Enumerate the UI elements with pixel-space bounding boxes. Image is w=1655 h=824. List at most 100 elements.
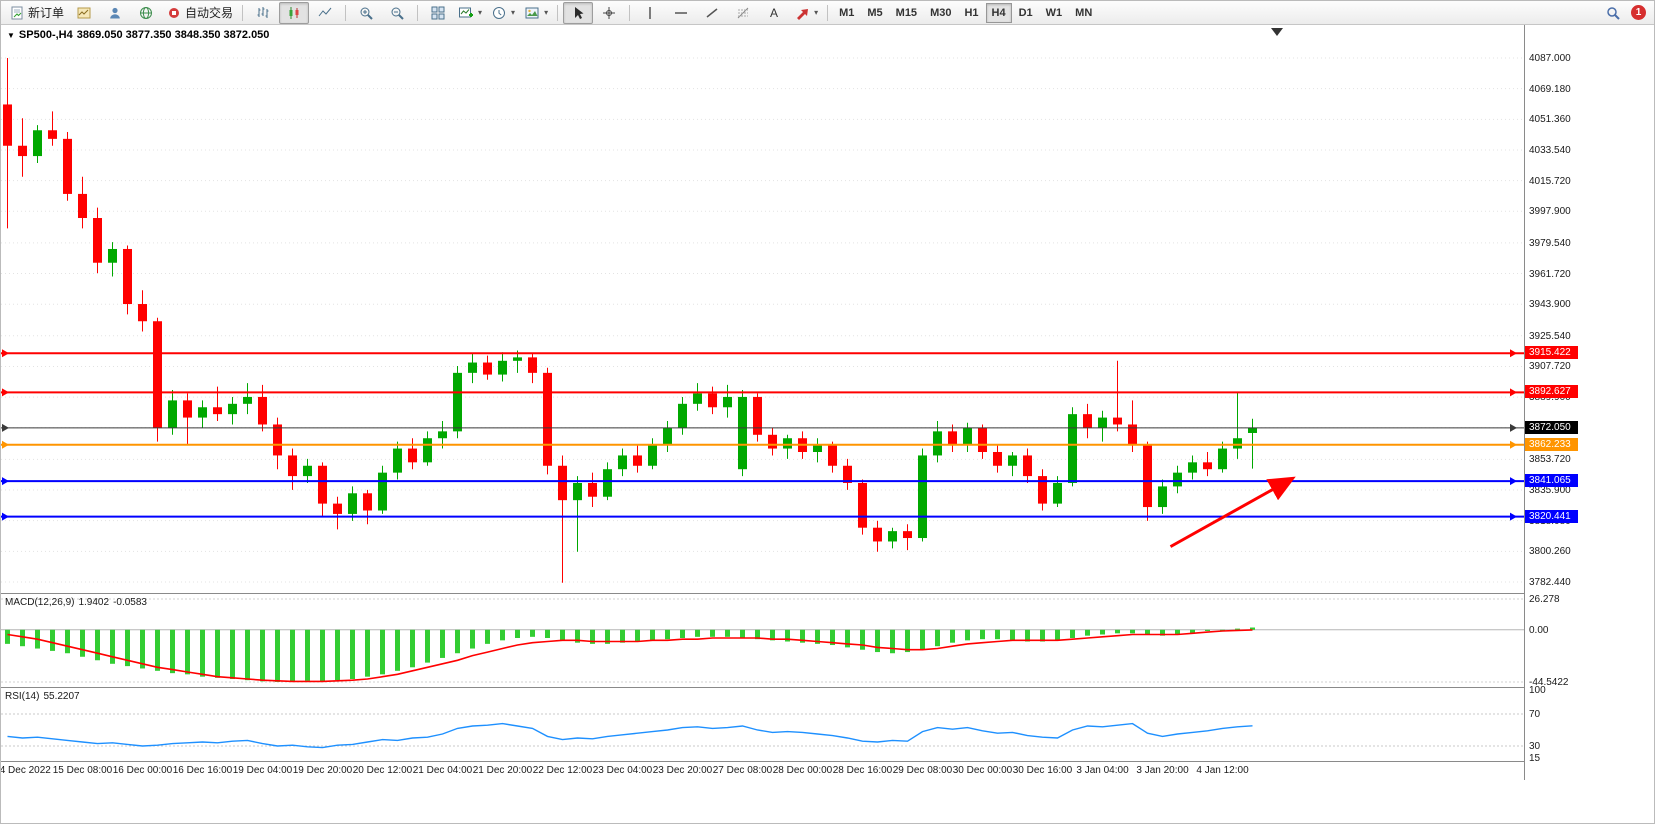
price-level-tag: 3862.233 <box>1525 437 1578 451</box>
globe-icon <box>140 6 153 19</box>
macd-histogram-bar <box>665 629 670 640</box>
cursor-button[interactable] <box>563 1 594 24</box>
candle-body <box>1038 476 1047 504</box>
time-axis-label: 23 Dec 20:00 <box>652 765 713 776</box>
macd-histogram-bar <box>380 629 385 675</box>
line-chart-button[interactable] <box>310 2 340 24</box>
macd-histogram-bar <box>710 629 715 637</box>
panel-separator[interactable] <box>1 687 1654 688</box>
horizontal-line-button[interactable] <box>666 2 696 24</box>
timeframe-m15-button[interactable]: M15 <box>895 6 918 19</box>
timeframe-h1-button[interactable]: H1 <box>964 6 979 19</box>
macd-histogram-bar <box>755 629 760 640</box>
line-left-marker <box>2 477 9 486</box>
crosshair-button[interactable] <box>594 2 624 24</box>
accounts-button[interactable] <box>100 2 130 24</box>
toolbar-separator <box>557 4 559 21</box>
time-axis-label: 21 Dec 04:00 <box>412 765 473 776</box>
trend-arrow[interactable] <box>1169 476 1296 548</box>
timeframe-m30-button[interactable]: M30 <box>930 6 952 19</box>
bars-chart-button[interactable] <box>248 2 278 24</box>
timeframe-mn-button[interactable]: MN <box>1075 6 1093 19</box>
candle-body <box>468 362 477 373</box>
zoom-in-icon <box>360 7 373 20</box>
candle-body <box>318 465 327 504</box>
line-right-marker <box>1510 440 1517 449</box>
indicators-button[interactable]: ▾ <box>454 2 486 24</box>
chart-symbol-period: SP500-,H4 <box>18 29 73 41</box>
candle-body <box>888 531 897 542</box>
new-order-button[interactable]: 新订单 <box>5 2 68 24</box>
candle-body <box>78 193 87 219</box>
price-axis-label: 3853.720 <box>1529 454 1571 466</box>
text-tool-button[interactable]: A <box>759 2 789 24</box>
candle-body <box>243 396 252 404</box>
chart-ohlc-values: 3869.050 3877.350 3848.350 3872.050 <box>76 29 270 41</box>
notifications-badge[interactable]: 1 <box>1631 5 1646 20</box>
price-level-tag: 3915.422 <box>1525 346 1578 360</box>
toolbar-separator <box>242 4 244 21</box>
autotrading-button[interactable]: 自动交易 <box>162 2 237 24</box>
macd-histogram-bar <box>680 629 685 639</box>
time-axis-label: 30 Dec 16:00 <box>1012 765 1073 776</box>
collapse-chart-icon[interactable]: ▼ <box>7 30 15 40</box>
timeframe-h4-button[interactable]: H4 <box>985 2 1012 23</box>
macd-histogram-bar <box>950 629 955 643</box>
macd-histogram-bar <box>995 629 1000 640</box>
candle-body <box>933 431 942 456</box>
profiles-button[interactable] <box>69 2 99 24</box>
macd-histogram-bar <box>320 629 325 682</box>
rsi-scale-label: 100 <box>1529 685 1546 696</box>
candles-chart-button[interactable] <box>279 1 310 24</box>
macd-histogram-bar <box>1100 629 1105 635</box>
timeframe-m1-button[interactable]: M1 <box>839 6 855 19</box>
macd-scale-label: 26.278 <box>1529 594 1560 605</box>
time-axis-label: 4 Jan 12:00 <box>1196 765 1249 776</box>
candle-body <box>63 138 72 194</box>
time-axis-label: 28 Dec 00:00 <box>772 765 833 776</box>
rsi-indicator-panel <box>1 688 1524 761</box>
new-order-label: 新订单 <box>28 6 65 20</box>
zoom-out-button[interactable] <box>382 2 412 24</box>
search-button[interactable] <box>1598 2 1628 24</box>
candle-body <box>543 372 552 466</box>
line-right-marker <box>1510 512 1517 521</box>
chart-shift-marker[interactable] <box>1271 28 1283 36</box>
community-button[interactable] <box>131 2 161 24</box>
tile-windows-button[interactable] <box>423 2 453 24</box>
candle-body <box>768 434 777 449</box>
fibonacci-button[interactable] <box>728 2 758 24</box>
macd-histogram-bar <box>155 629 160 671</box>
arrows-tool-button[interactable]: ▾ <box>790 2 822 24</box>
macd-histogram-bar <box>305 629 310 681</box>
time-axis-label: 28 Dec 16:00 <box>832 765 893 776</box>
zoom-in-button[interactable] <box>351 2 381 24</box>
price-axis[interactable]: 4087.000 4069.180 4051.360 4033.540 4015.720… <box>1525 25 1654 780</box>
candle-body <box>708 393 717 408</box>
periods-button[interactable]: ▾ <box>487 2 519 24</box>
macd-histogram-bar <box>1205 629 1210 631</box>
main-price-chart[interactable] <box>1 25 1524 593</box>
macd-histogram-bar <box>110 629 115 664</box>
candle-body <box>363 493 372 511</box>
candle-body <box>693 393 702 404</box>
candle-body <box>48 130 57 139</box>
trendline-icon <box>706 7 718 18</box>
candle-body <box>393 448 402 473</box>
macd-histogram-bar <box>590 629 595 644</box>
templates-button[interactable]: ▾ <box>520 2 552 24</box>
timeframe-m5-button[interactable]: M5 <box>867 6 883 19</box>
macd-name: MACD(12,26,9) <box>5 597 75 608</box>
candle-body <box>408 448 417 463</box>
price-axis-label: 4051.360 <box>1529 114 1571 126</box>
macd-histogram-bar <box>1190 629 1195 634</box>
macd-histogram-bar <box>770 629 775 641</box>
vertical-line-button[interactable] <box>635 2 665 24</box>
timeframe-w1-button[interactable]: W1 <box>1045 6 1063 19</box>
panel-separator[interactable] <box>1 593 1654 594</box>
timeframe-d1-button[interactable]: D1 <box>1018 6 1033 19</box>
trendline-button[interactable] <box>697 2 727 24</box>
macd-scale-label: 0.00 <box>1529 624 1549 636</box>
time-axis-label: 22 Dec 12:00 <box>532 765 593 776</box>
